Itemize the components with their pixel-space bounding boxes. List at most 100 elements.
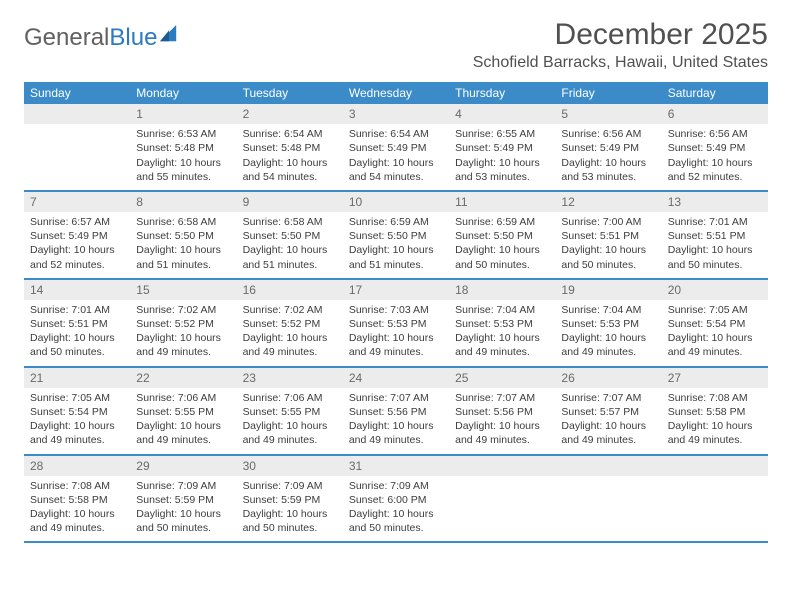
day-number: 29 xyxy=(130,456,236,476)
day-number xyxy=(555,456,661,476)
day-number: 5 xyxy=(555,104,661,124)
day-number: 8 xyxy=(130,192,236,212)
day-number: 9 xyxy=(237,192,343,212)
day-number xyxy=(662,456,768,476)
sunset-text: Sunset: 5:55 PM xyxy=(243,405,337,419)
day-body: Sunrise: 7:02 AMSunset: 5:52 PMDaylight:… xyxy=(237,303,343,360)
sunset-text: Sunset: 5:56 PM xyxy=(349,405,443,419)
weeks-container: 1Sunrise: 6:53 AMSunset: 5:48 PMDaylight… xyxy=(24,104,768,543)
sunset-text: Sunset: 5:52 PM xyxy=(136,317,230,331)
day-body: Sunrise: 7:09 AMSunset: 5:59 PMDaylight:… xyxy=(237,479,343,536)
day-number: 25 xyxy=(449,368,555,388)
day-number xyxy=(449,456,555,476)
day-number: 11 xyxy=(449,192,555,212)
day-number: 13 xyxy=(662,192,768,212)
location: Schofield Barracks, Hawaii, United State… xyxy=(473,54,768,72)
day-cell: 25 Sunrise: 7:07 AMSunset: 5:56 PMDayligh… xyxy=(449,368,555,454)
day-number: 17 xyxy=(343,280,449,300)
day-number: 3 xyxy=(343,104,449,124)
sunrise-text: Sunrise: 6:57 AM xyxy=(30,215,124,229)
day-body: Sunrise: 6:58 AMSunset: 5:50 PMDaylight:… xyxy=(130,215,236,272)
day-body: Sunrise: 6:55 AMSunset: 5:49 PMDaylight:… xyxy=(449,127,555,184)
day-cell: 9Sunrise: 6:58 AMSunset: 5:50 PMDaylight… xyxy=(237,192,343,278)
day-body: Sunrise: 7:00 AMSunset: 5:51 PMDaylight:… xyxy=(555,215,661,272)
sunset-text: Sunset: 5:54 PM xyxy=(668,317,762,331)
day-cell: 27Sunrise: 7:08 AMSunset: 5:58 PMDayligh… xyxy=(662,368,768,454)
sunrise-text: Sunrise: 7:07 AM xyxy=(349,391,443,405)
sunrise-text: Sunrise: 7:02 AM xyxy=(243,303,337,317)
sail-icon xyxy=(160,25,178,43)
day-cell: 2 Sunrise: 6:54 AMSunset: 5:48 PMDaylight… xyxy=(237,104,343,190)
day-cell: 23Sunrise: 7:06 AMSunset: 5:55 PMDayligh… xyxy=(237,368,343,454)
daylight-text: Daylight: 10 hours and 49 minutes. xyxy=(561,419,655,447)
day-cell: 22Sunrise: 7:06 AMSunset: 5:55 PMDayligh… xyxy=(130,368,236,454)
day-cell: 8 Sunrise: 6:58 AMSunset: 5:50 PMDaylight… xyxy=(130,192,236,278)
day-cell: 29Sunrise: 7:09 AMSunset: 5:59 PMDayligh… xyxy=(130,456,236,542)
daylight-text: Daylight: 10 hours and 50 minutes. xyxy=(136,507,230,535)
sunset-text: Sunset: 5:56 PM xyxy=(455,405,549,419)
month-title: December 2025 xyxy=(473,18,768,52)
day-body: Sunrise: 7:01 AMSunset: 5:51 PMDaylight:… xyxy=(24,303,130,360)
week-row: 14Sunrise: 7:01 AMSunset: 5:51 PMDayligh… xyxy=(24,280,768,368)
day-cell: 21 Sunrise: 7:05 AMSunset: 5:54 PMDayligh… xyxy=(24,368,130,454)
day-number: 28 xyxy=(24,456,130,476)
sunset-text: Sunset: 5:53 PM xyxy=(455,317,549,331)
sunset-text: Sunset: 6:00 PM xyxy=(349,493,443,507)
day-number: 27 xyxy=(662,368,768,388)
day-number: 2 xyxy=(237,104,343,124)
sunset-text: Sunset: 5:54 PM xyxy=(30,405,124,419)
sunrise-text: Sunrise: 7:09 AM xyxy=(136,479,230,493)
sunrise-text: Sunrise: 6:55 AM xyxy=(455,127,549,141)
sunset-text: Sunset: 5:49 PM xyxy=(561,141,655,155)
sunrise-text: Sunrise: 7:01 AM xyxy=(30,303,124,317)
weekday-label: Thursday xyxy=(449,82,555,104)
weekday-label: Tuesday xyxy=(237,82,343,104)
sunrise-text: Sunrise: 7:06 AM xyxy=(136,391,230,405)
day-number: 21 xyxy=(24,368,130,388)
logo-text-1: General xyxy=(24,24,109,52)
daylight-text: Daylight: 10 hours and 49 minutes. xyxy=(349,331,443,359)
daylight-text: Daylight: 10 hours and 49 minutes. xyxy=(668,331,762,359)
sunset-text: Sunset: 5:49 PM xyxy=(455,141,549,155)
day-number: 26 xyxy=(555,368,661,388)
day-number: 31 xyxy=(343,456,449,476)
day-cell: 12Sunrise: 7:00 AMSunset: 5:51 PMDayligh… xyxy=(555,192,661,278)
daylight-text: Daylight: 10 hours and 49 minutes. xyxy=(136,419,230,447)
daylight-text: Daylight: 10 hours and 49 minutes. xyxy=(30,507,124,535)
day-number: 23 xyxy=(237,368,343,388)
day-cell xyxy=(662,456,768,542)
daylight-text: Daylight: 10 hours and 49 minutes. xyxy=(349,419,443,447)
daylight-text: Daylight: 10 hours and 54 minutes. xyxy=(349,156,443,184)
daylight-text: Daylight: 10 hours and 54 minutes. xyxy=(243,156,337,184)
day-body: Sunrise: 7:03 AMSunset: 5:53 PMDaylight:… xyxy=(343,303,449,360)
daylight-text: Daylight: 10 hours and 50 minutes. xyxy=(668,243,762,271)
daylight-text: Daylight: 10 hours and 50 minutes. xyxy=(349,507,443,535)
sunset-text: Sunset: 5:49 PM xyxy=(668,141,762,155)
sunset-text: Sunset: 5:51 PM xyxy=(561,229,655,243)
daylight-text: Daylight: 10 hours and 49 minutes. xyxy=(30,419,124,447)
daylight-text: Daylight: 10 hours and 49 minutes. xyxy=(455,419,549,447)
day-body: Sunrise: 6:56 AMSunset: 5:49 PMDaylight:… xyxy=(662,127,768,184)
day-cell: 3Sunrise: 6:54 AMSunset: 5:49 PMDaylight… xyxy=(343,104,449,190)
day-body: Sunrise: 7:05 AMSunset: 5:54 PMDaylight:… xyxy=(24,391,130,448)
day-cell: 17 Sunrise: 7:03 AMSunset: 5:53 PMDayligh… xyxy=(343,280,449,366)
title-block: December 2025 Schofield Barracks, Hawaii… xyxy=(473,18,768,72)
daylight-text: Daylight: 10 hours and 51 minutes. xyxy=(136,243,230,271)
sunset-text: Sunset: 5:51 PM xyxy=(668,229,762,243)
sunset-text: Sunset: 5:51 PM xyxy=(30,317,124,331)
sunset-text: Sunset: 5:59 PM xyxy=(243,493,337,507)
day-body: Sunrise: 6:54 AMSunset: 5:48 PMDaylight:… xyxy=(237,127,343,184)
daylight-text: Daylight: 10 hours and 49 minutes. xyxy=(561,331,655,359)
sunrise-text: Sunrise: 6:56 AM xyxy=(668,127,762,141)
day-body: Sunrise: 7:07 AMSunset: 5:56 PMDaylight:… xyxy=(449,391,555,448)
day-cell: 26Sunrise: 7:07 AMSunset: 5:57 PMDayligh… xyxy=(555,368,661,454)
daylight-text: Daylight: 10 hours and 50 minutes. xyxy=(561,243,655,271)
logo-text-2: Blue xyxy=(109,24,157,52)
day-cell: 5Sunrise: 6:56 AMSunset: 5:49 PMDaylight… xyxy=(555,104,661,190)
day-cell: 7Sunrise: 6:57 AMSunset: 5:49 PMDaylight… xyxy=(24,192,130,278)
weekday-header: Sunday Monday Tuesday Wednesday Thursday… xyxy=(24,82,768,104)
sunset-text: Sunset: 5:58 PM xyxy=(668,405,762,419)
sunset-text: Sunset: 5:49 PM xyxy=(30,229,124,243)
day-number: 18 xyxy=(449,280,555,300)
day-cell: 15Sunrise: 7:02 AMSunset: 5:52 PMDayligh… xyxy=(130,280,236,366)
